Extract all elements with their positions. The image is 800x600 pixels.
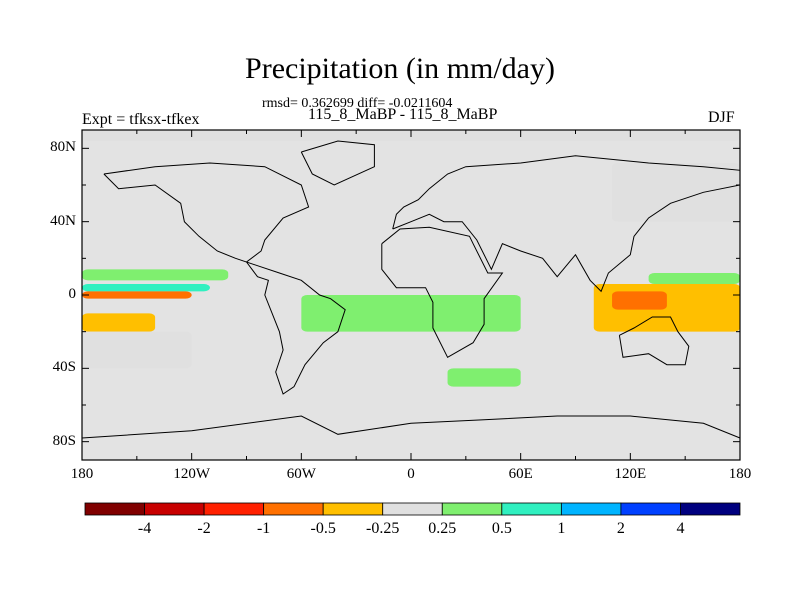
x-tick-label: 120E	[614, 466, 647, 482]
colorbar-swatch-10	[680, 502, 741, 516]
coastline-0	[103, 162, 346, 395]
x-tick-label: 0	[407, 466, 415, 482]
figure-case-label: 115_8_MaBP - 115_8_MaBP	[308, 106, 498, 123]
y-tick-label: 0	[68, 286, 77, 302]
precip-region-5	[82, 313, 156, 332]
precip-field	[82, 130, 740, 387]
colorbar-label: -2	[197, 520, 211, 537]
coastlines	[81, 140, 741, 439]
colorbar-swatch-0	[84, 502, 145, 516]
precip-region-14	[648, 273, 740, 284]
colorbar-label: 0.25	[428, 520, 457, 537]
map-frame	[81, 129, 741, 461]
precip-region-12	[612, 291, 667, 310]
x-tick-label: 120W	[173, 466, 210, 482]
colorbar-swatch-3	[263, 502, 324, 516]
season-label: DJF	[708, 109, 735, 126]
y-tick-label: 80S	[52, 432, 76, 449]
y-tick-label: 80N	[50, 139, 76, 156]
colorbar-swatch-5	[382, 502, 443, 516]
colorbar-swatch-8	[560, 502, 622, 516]
colorbar-swatch-6	[441, 502, 503, 516]
coastline-5	[300, 140, 375, 186]
precip-region-4	[82, 291, 192, 299]
x-tick-label: 60W	[286, 466, 316, 482]
colorbar-label: -4	[137, 520, 152, 537]
y-tick-label: 40S	[52, 359, 76, 376]
precip-region-9	[301, 295, 521, 332]
y-tick-label: 40N	[50, 212, 76, 229]
coastline-3	[618, 316, 690, 366]
figure-title: Precipitation (in mm/day)	[245, 52, 555, 85]
coastline-1	[381, 226, 504, 358]
precip-region-2	[82, 269, 229, 281]
colorbar	[84, 502, 741, 516]
colorbar-label: -1	[256, 520, 271, 537]
precip-region-13	[612, 163, 740, 222]
colorbar-label: 2	[616, 520, 625, 537]
x-tick-label: 60E	[508, 466, 533, 482]
coastline-2	[392, 155, 741, 293]
precip-region-6	[82, 331, 192, 369]
precip-region-3	[82, 284, 210, 292]
colorbar-label: 0.5	[491, 520, 512, 537]
colorbar-swatch-1	[144, 502, 205, 516]
coastline-4	[81, 415, 741, 439]
colorbar-label: 4	[676, 520, 685, 537]
colorbar-swatch-9	[620, 502, 681, 516]
colorbar-swatch-4	[322, 502, 384, 516]
colorbar-label: -0.5	[310, 520, 336, 537]
figure-subtitle: rmsd= 0.362699 diff= -0.0211604	[262, 96, 453, 111]
x-tick-label: 180	[728, 466, 752, 482]
colorbar-label: 1	[557, 520, 566, 537]
colorbar-label: -0.25	[366, 520, 400, 537]
x-tick-label: 180	[70, 466, 94, 482]
precip-region-10	[447, 368, 521, 387]
colorbar-swatch-2	[203, 502, 265, 516]
experiment-label: Expt = tfksx-tfkex	[82, 111, 200, 128]
colorbar-swatch-7	[501, 502, 562, 516]
